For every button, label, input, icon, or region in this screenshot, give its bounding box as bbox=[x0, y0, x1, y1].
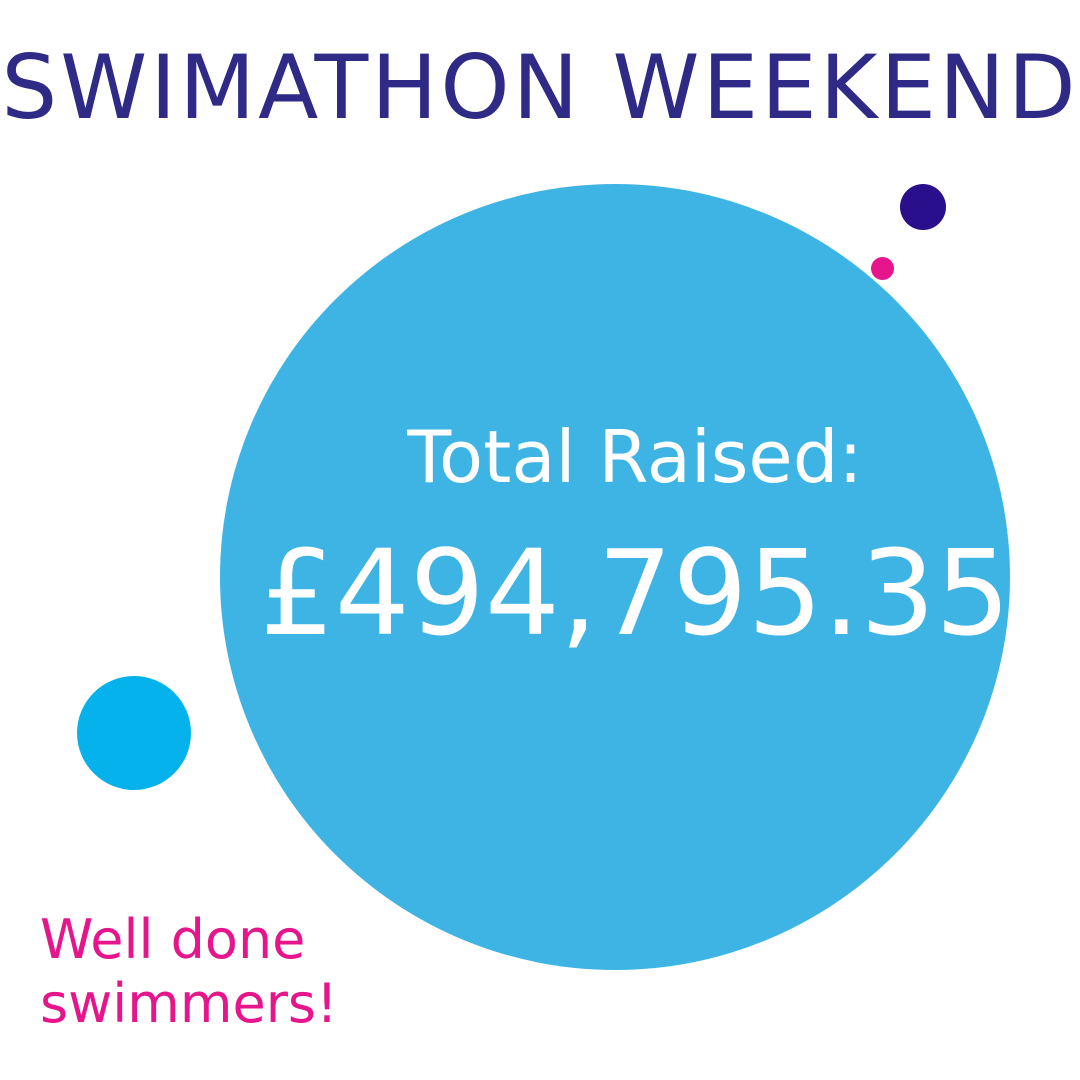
pink-dot bbox=[871, 257, 894, 280]
navy-dot bbox=[900, 184, 946, 230]
cyan-dot bbox=[77, 676, 191, 790]
total-raised-label: Total Raised: bbox=[407, 415, 863, 499]
main-circle bbox=[220, 184, 1010, 970]
congratulations-message: Well done swimmers! bbox=[40, 908, 338, 1035]
total-raised-amount: £494,795.35 bbox=[259, 524, 1011, 662]
page-title: SWIMATHON WEEKEND bbox=[1, 36, 1079, 139]
